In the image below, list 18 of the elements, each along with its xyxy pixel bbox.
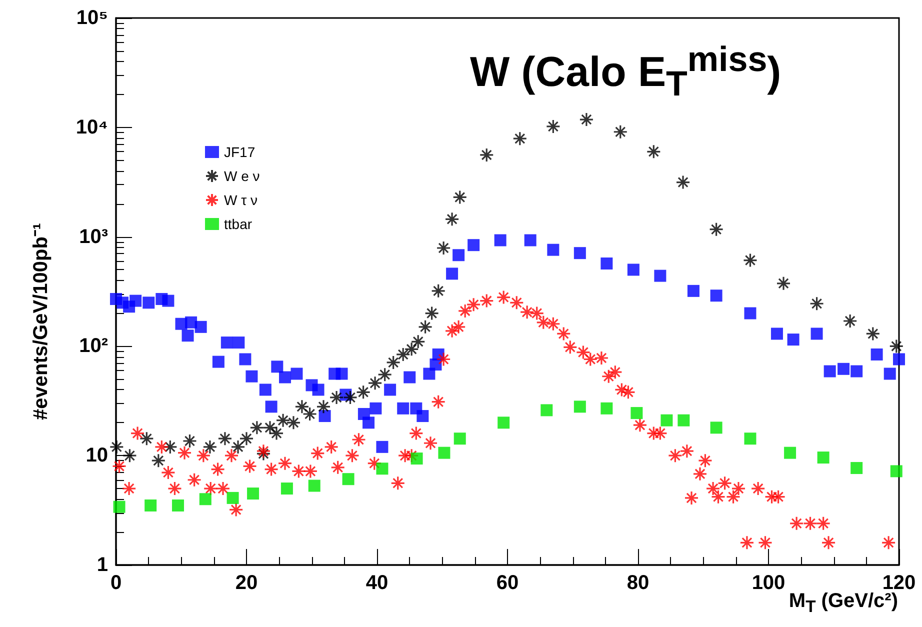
y-tick-label: 10⁵ — [76, 7, 108, 29]
y-tick-label: 10² — [79, 335, 108, 358]
x-tick-label: 20 — [235, 572, 258, 594]
legend-label: W e ν — [224, 168, 260, 184]
y-tick-label: 10³ — [79, 226, 108, 248]
x-tick-label: 80 — [626, 572, 650, 594]
x-tick-label: 40 — [366, 572, 388, 594]
x-tick-label: 60 — [496, 572, 519, 594]
y-tick-label: 10 — [86, 444, 108, 467]
y-tick-label: 1 — [96, 554, 108, 576]
x-tick-label: 0 — [110, 572, 122, 594]
y-tick-label: 10⁴ — [76, 116, 108, 138]
y-axis-title: #events/GeV/100pb⁻¹ — [29, 222, 53, 420]
legend-label: ttbar — [224, 216, 252, 232]
x-tick-label: 100 — [752, 572, 786, 594]
legend-label: W τ ν — [224, 192, 258, 208]
text: W (Calo E$_{T}$$^{miss}$) — [470, 40, 782, 104]
legend-label: JF17 — [224, 144, 256, 160]
